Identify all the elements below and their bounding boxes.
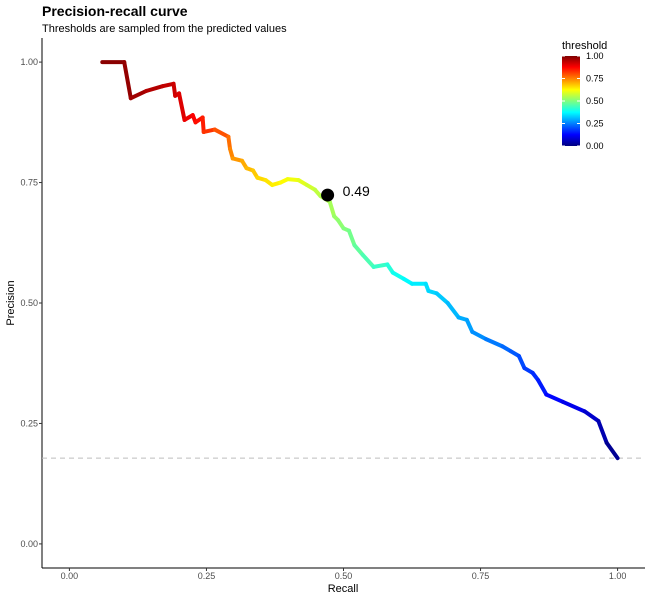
curve-segment — [516, 354, 527, 371]
curve-segment — [144, 84, 165, 93]
x-tick-label: 0.25 — [198, 571, 216, 581]
chart-subtitle: Thresholds are sampled from the predicte… — [42, 23, 287, 35]
curve-layer — [100, 60, 620, 461]
y-tick-label: 0.00 — [20, 539, 38, 549]
x-tick-label: 0.00 — [61, 571, 79, 581]
legend-title: threshold — [562, 40, 607, 52]
legend-tick-label: 0.75 — [586, 74, 604, 84]
highlight-label: 0.49 — [343, 183, 370, 199]
curve-segment — [212, 127, 231, 139]
x-tick-label: 1.00 — [609, 571, 627, 581]
curve-segment — [560, 399, 587, 414]
x-axis-title: Recall — [328, 583, 359, 595]
curve-segment — [177, 91, 187, 122]
x-tick-label: 0.75 — [472, 571, 490, 581]
legend-tick-label: 1.00 — [586, 51, 604, 61]
legend-ticks: 1.00 0.75 0.50 0.25 0.00 — [562, 51, 604, 151]
ticks: 0.00 0.25 0.50 0.75 1.00 0.00 0.25 0.50 0.75 1.00 — [20, 57, 626, 581]
curve-segment — [470, 329, 489, 342]
curve-segment — [200, 115, 206, 134]
curve-segment — [360, 252, 376, 269]
curve-segment — [604, 440, 620, 461]
x-tick-label: 0.50 — [335, 571, 353, 581]
highlight-point — [321, 188, 335, 202]
curve-segment — [346, 228, 357, 248]
curve-segment — [390, 270, 406, 281]
curve-segment — [128, 89, 149, 101]
curve-segment — [122, 60, 133, 101]
legend-tick-label: 0.25 — [586, 119, 604, 129]
curve-segment — [352, 243, 365, 257]
curve-segment — [371, 262, 390, 269]
y-tick-label: 0.25 — [20, 418, 38, 428]
axes — [41, 38, 645, 569]
y-tick-label: 0.75 — [20, 178, 38, 188]
curve-segment — [544, 392, 565, 404]
curve-segment — [484, 337, 505, 349]
threshold-legend: threshold 1.00 0.75 0.50 0.25 0.00 — [562, 40, 607, 151]
curve-segment — [536, 378, 549, 397]
chart-title: Precision-recall curve — [42, 3, 188, 19]
y-tick-label: 1.00 — [20, 57, 38, 67]
curve-segment — [596, 419, 609, 445]
curve-segment — [327, 199, 337, 219]
curve-segment — [434, 291, 450, 305]
legend-tick-label: 0.00 — [586, 141, 604, 151]
y-axis-title: Precision — [5, 280, 17, 325]
curve-segment — [464, 317, 475, 334]
curve-segment — [226, 134, 233, 151]
highlight-layer: 0.49 — [321, 183, 370, 202]
legend-tick-label: 0.50 — [586, 96, 604, 106]
legend-colorbar — [562, 56, 580, 146]
curve-segment — [445, 301, 461, 320]
y-tick-label: 0.50 — [20, 298, 38, 308]
curve-segment — [582, 409, 601, 424]
